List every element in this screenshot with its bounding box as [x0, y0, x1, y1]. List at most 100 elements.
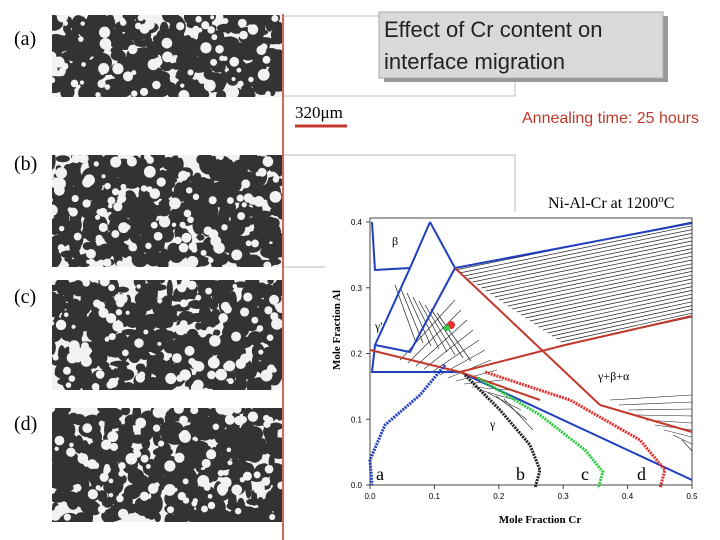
grain	[78, 85, 90, 97]
particle	[66, 447, 76, 457]
particle	[65, 382, 72, 388]
particle	[237, 212, 246, 221]
grain	[127, 430, 135, 439]
particle	[234, 507, 242, 515]
grain	[52, 300, 63, 313]
particle	[205, 287, 213, 295]
tie-line	[672, 434, 693, 445]
particle	[112, 320, 124, 332]
tie-line	[681, 439, 693, 452]
grain	[246, 498, 257, 505]
x-axis-label: Mole Fraction Cr	[499, 514, 582, 526]
grain	[135, 350, 146, 357]
particle	[86, 248, 96, 259]
tie-line	[476, 240, 693, 286]
particle	[152, 408, 164, 418]
grain	[84, 72, 101, 83]
grain	[195, 337, 204, 357]
grain	[260, 246, 277, 259]
micrograph	[52, 155, 282, 267]
particle	[267, 171, 274, 178]
particle	[87, 459, 98, 470]
particle	[73, 483, 82, 492]
particle	[251, 316, 259, 324]
grain	[139, 69, 151, 89]
particle	[242, 471, 252, 481]
grain	[199, 486, 214, 497]
tie-line	[406, 292, 432, 347]
grain	[276, 204, 282, 220]
tie-line	[529, 286, 693, 322]
tie-line	[542, 297, 693, 331]
tie-line	[538, 293, 693, 328]
grain	[74, 514, 90, 522]
particle	[251, 239, 259, 248]
particle	[262, 156, 274, 167]
particle	[226, 447, 232, 453]
particle	[208, 257, 214, 264]
particle	[79, 80, 85, 85]
particle	[193, 437, 198, 442]
tie-line	[560, 312, 693, 343]
particle	[208, 196, 217, 205]
particle	[145, 242, 152, 250]
grain	[97, 490, 108, 503]
particle	[156, 177, 166, 187]
tie-line	[663, 429, 693, 438]
phase-boundary	[371, 221, 431, 272]
particle	[55, 167, 68, 179]
particle	[256, 325, 264, 332]
phase-boundary	[369, 349, 541, 401]
particle	[104, 336, 110, 342]
particle	[188, 242, 197, 251]
particle	[108, 377, 118, 388]
particle	[167, 506, 175, 514]
particle	[163, 484, 176, 496]
particle	[111, 230, 120, 239]
particle	[158, 440, 165, 447]
particle	[107, 431, 119, 443]
grain	[259, 301, 274, 308]
particle	[231, 484, 243, 496]
particle	[213, 242, 225, 254]
particle	[266, 416, 274, 424]
particle	[261, 477, 271, 486]
particle	[231, 249, 243, 261]
particle	[164, 460, 176, 472]
particle	[125, 310, 130, 315]
particle	[195, 294, 202, 301]
annealing-wrap: Annealing time: 25 hours	[522, 110, 699, 127]
grain	[170, 254, 183, 263]
particle	[218, 313, 228, 323]
particle	[173, 408, 184, 414]
particle	[184, 345, 195, 356]
particle	[209, 335, 221, 347]
grain	[99, 380, 108, 390]
particle	[229, 56, 240, 67]
particle	[97, 505, 106, 514]
particle	[236, 67, 242, 73]
particle	[179, 369, 191, 381]
grain	[173, 342, 184, 352]
grain	[52, 20, 60, 31]
particle	[61, 62, 69, 70]
tie-line	[547, 301, 693, 334]
particle	[158, 216, 171, 228]
particle	[232, 408, 242, 414]
tie-line	[551, 305, 693, 337]
grain	[126, 334, 137, 351]
phase-boundary	[373, 267, 456, 354]
grain	[267, 65, 280, 82]
phase-boundary	[454, 267, 601, 406]
grain	[52, 340, 56, 355]
panel-label: (c)	[14, 286, 36, 308]
particle	[245, 240, 252, 247]
grain	[274, 516, 282, 522]
path-label: d	[637, 464, 646, 484]
grain	[237, 451, 249, 462]
particle	[144, 19, 155, 30]
grain	[122, 381, 135, 390]
grain	[199, 155, 218, 175]
particle	[187, 69, 194, 76]
